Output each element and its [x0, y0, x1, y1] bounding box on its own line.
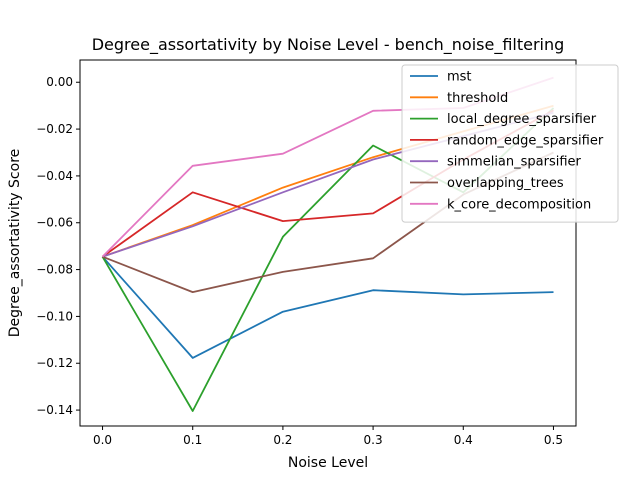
plot-area: 0.0 0.1 0.2 0.3 0.4 0.5 0.00 −0.02 −0.04 −0.06 −0.… [36, 59, 577, 447]
x-tick-label: 0.4 [454, 433, 473, 447]
y-tick-label: −0.12 [36, 356, 73, 370]
y-tick-label: −0.04 [36, 169, 73, 183]
y-tick-label: −0.06 [36, 216, 73, 230]
legend-label: local_degree_sparsifier [447, 112, 597, 127]
legend-label: k_core_decomposition [447, 197, 591, 212]
legend-label: overlapping_trees [447, 176, 564, 191]
axes-frame [79, 59, 577, 427]
chart-title: Degree_assortativity by Noise Level - be… [92, 35, 565, 55]
x-tick-label: 0.2 [273, 433, 292, 447]
x-tick-label: 0.1 [183, 433, 202, 447]
legend: mst threshold local_degree_sparsifierrando… [401, 64, 619, 223]
legend-box [401, 64, 619, 223]
legend-label: threshold [447, 91, 508, 106]
y-tick-label: −0.14 [36, 403, 73, 417]
x-tick-label: 0.0 [93, 433, 112, 447]
legend-label: simmelian_sparsifier [447, 155, 582, 170]
x-tick-label: 0.5 [544, 433, 563, 447]
legend-label: mst [447, 70, 472, 85]
x-axis-label: Noise Level [288, 455, 368, 471]
y-tick-label: −0.02 [36, 122, 73, 136]
y-tick-label: −0.10 [36, 309, 73, 323]
legend-label: random_edge_sparsifier [447, 133, 604, 148]
y-tick-label: 0.00 [46, 75, 73, 89]
y-axis-label: Degree_assortativity Score [7, 149, 23, 338]
y-tick-label: −0.08 [36, 263, 73, 277]
series-line-mst [101, 256, 554, 359]
x-tick-label: 0.3 [364, 433, 383, 447]
